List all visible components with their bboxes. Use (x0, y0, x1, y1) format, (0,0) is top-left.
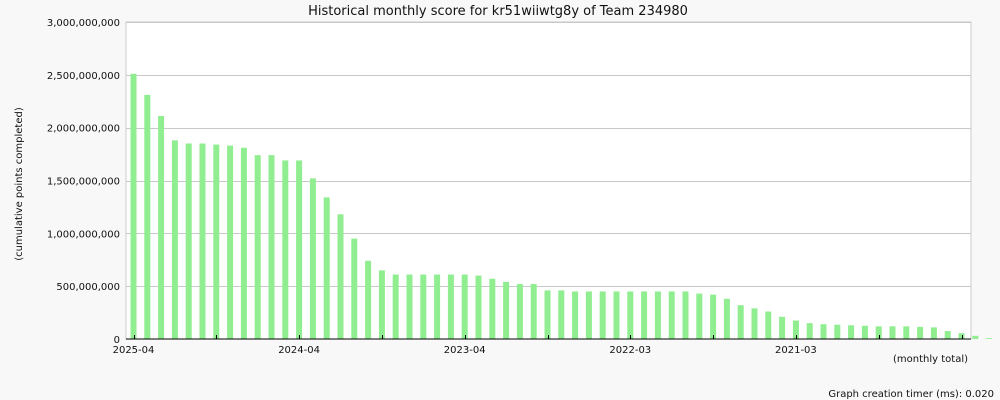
bar (130, 73, 137, 339)
bar (447, 274, 454, 339)
bar (972, 335, 979, 339)
bar (420, 274, 427, 339)
bar (668, 291, 675, 339)
grid-lines (126, 22, 971, 287)
bar (544, 290, 551, 339)
bar (944, 331, 951, 339)
bar (323, 197, 330, 339)
y-tick-label: 500,000,000 (56, 282, 120, 293)
bar (406, 274, 413, 339)
bar (958, 333, 965, 339)
bar (710, 294, 717, 339)
y-tick-label: 2,500,000,000 (47, 71, 120, 82)
x-tick-label: 2024-04 (278, 345, 320, 356)
x-tick-label: 2021-03 (775, 345, 817, 356)
bar (309, 178, 316, 339)
bar (199, 143, 206, 339)
bar (158, 116, 165, 339)
bar (144, 94, 151, 339)
bar (516, 284, 523, 339)
bar (185, 143, 192, 339)
bar (282, 160, 289, 339)
bar (848, 325, 855, 339)
bar (723, 298, 730, 339)
bar (613, 291, 620, 339)
bar (792, 320, 799, 339)
bar (268, 155, 275, 339)
y-tick-labels: 0 500,000,000 1,000,000,000 1,500,000,000 2,… (47, 18, 120, 346)
x-tick-label: 2025-04 (113, 345, 155, 356)
bar (641, 291, 648, 339)
bar (889, 326, 896, 339)
bar (378, 270, 385, 339)
bar (489, 278, 496, 339)
y-axis-label: (cumulative points completed) (14, 107, 25, 261)
x-axis-label: (monthly total) (893, 354, 968, 365)
bars (130, 73, 993, 339)
bar (875, 326, 882, 339)
x-tick-labels: 2025-04 2024-04 2023-04 2022-03 2021-03 (113, 335, 963, 356)
bar (627, 291, 634, 339)
x-tick-label: 2023-04 (444, 345, 486, 356)
bar (240, 147, 247, 339)
bar (351, 238, 358, 339)
bar (751, 308, 758, 339)
bar (903, 326, 910, 339)
bar (434, 274, 441, 339)
bar (737, 305, 744, 339)
bar (917, 326, 924, 339)
bar (779, 316, 786, 339)
bar (806, 323, 813, 339)
y-tick-label: 3,000,000,000 (47, 18, 120, 29)
graph-timer-text: Graph creation timer (ms): 0.020 (828, 389, 994, 400)
bar (461, 274, 468, 339)
x-tick-label: 2022-03 (609, 345, 651, 356)
y-tick-label: 1,000,000,000 (47, 229, 120, 240)
bar (392, 274, 399, 339)
bar (171, 140, 178, 339)
bar (765, 311, 772, 339)
y-tick-label: 2,000,000,000 (47, 124, 120, 135)
y-tick-label: 0 (114, 335, 120, 346)
bar (558, 290, 565, 339)
bar (696, 293, 703, 339)
bar (986, 338, 993, 339)
bar (213, 144, 220, 339)
bar (365, 260, 372, 339)
bar (834, 324, 841, 339)
bar (503, 281, 510, 339)
bar (654, 291, 661, 339)
bar (337, 214, 344, 339)
bar (254, 155, 261, 339)
y-tick-label: 1,500,000,000 (47, 177, 120, 188)
bar (820, 324, 827, 339)
bar (682, 291, 689, 339)
chart-title: Historical monthly score for kr51wiiwtg8… (308, 4, 688, 19)
bar (572, 291, 579, 339)
bar (585, 291, 592, 339)
bar (530, 284, 537, 339)
bar (930, 327, 937, 339)
bar (861, 325, 868, 339)
bar (475, 275, 482, 339)
bar (296, 160, 303, 339)
bar (599, 291, 606, 339)
bar (227, 145, 234, 339)
